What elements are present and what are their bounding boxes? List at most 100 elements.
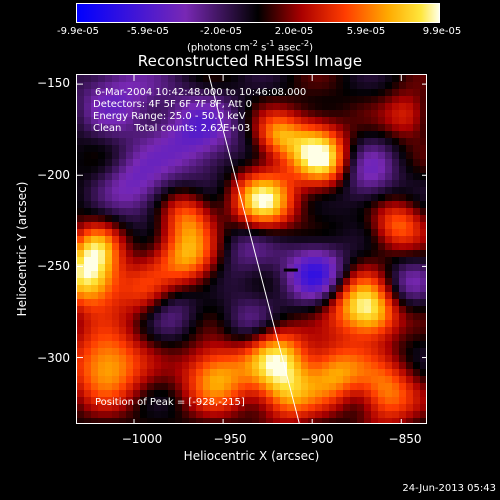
heatmap-cell	[217, 313, 225, 321]
heatmap-cell	[308, 89, 316, 97]
heatmap-cell	[140, 194, 148, 202]
heatmap-cell	[252, 404, 260, 412]
heatmap-cell	[154, 236, 162, 244]
heatmap-cell	[406, 82, 414, 90]
heatmap-cell	[266, 404, 274, 412]
heatmap-cell	[266, 173, 274, 181]
heatmap-cell	[217, 180, 225, 188]
heatmap-cell	[357, 355, 365, 363]
heatmap-cell	[364, 229, 372, 237]
heatmap-cell	[105, 327, 113, 335]
heatmap-cell	[406, 334, 414, 342]
heatmap-cell	[112, 138, 120, 146]
heatmap-cell	[168, 271, 176, 279]
heatmap-cell	[392, 355, 400, 363]
heatmap-cell	[371, 75, 379, 83]
heatmap-cell	[210, 117, 218, 125]
heatmap-cell	[385, 103, 393, 111]
heatmap-cell	[392, 292, 400, 300]
heatmap-cell	[364, 152, 372, 160]
heatmap-cell	[182, 166, 190, 174]
heatmap-cell	[210, 418, 218, 423]
heatmap-cell	[175, 376, 183, 384]
heatmap-cell	[231, 75, 239, 83]
heatmap-cell	[280, 390, 288, 398]
heatmap-cell	[238, 159, 246, 167]
heatmap-cell	[420, 278, 426, 286]
heatmap-cell	[315, 159, 323, 167]
heatmap-cell	[343, 257, 351, 265]
heatmap-cell	[196, 166, 204, 174]
heatmap-cell	[203, 208, 211, 216]
heatmap-cell	[322, 383, 330, 391]
heatmap-cell	[392, 390, 400, 398]
heatmap-cell	[147, 264, 155, 272]
heatmap-cell	[203, 103, 211, 111]
heatmap-cell	[259, 257, 267, 265]
heatmap-cell	[308, 166, 316, 174]
heatmap-cell	[308, 327, 316, 335]
heatmap-cell	[84, 187, 92, 195]
heatmap-cell	[259, 89, 267, 97]
heatmap-cell	[175, 390, 183, 398]
footer-date: 24-Jun-2013 05:43	[402, 483, 496, 494]
heatmap-cell	[273, 243, 281, 251]
heatmap-cell	[168, 236, 176, 244]
heatmap-cell	[336, 138, 344, 146]
heatmap-cell	[245, 187, 253, 195]
heatmap-cell	[203, 327, 211, 335]
heatmap-cell	[392, 306, 400, 314]
heatmap-cell	[343, 180, 351, 188]
heatmap-cell	[308, 404, 316, 412]
heatmap-cell	[98, 82, 106, 90]
heatmap-cell	[343, 418, 351, 423]
heatmap-cell	[378, 369, 386, 377]
heatmap-cell	[399, 327, 407, 335]
heatmap-cell	[329, 313, 337, 321]
heatmap-cell	[84, 327, 92, 335]
heatmap-cell	[287, 103, 295, 111]
heatmap-cell	[154, 187, 162, 195]
heatmap-cell	[238, 124, 246, 132]
heatmap-cell	[378, 292, 386, 300]
heatmap-cell	[420, 89, 426, 97]
heatmap-cell	[308, 285, 316, 293]
heatmap-cell	[343, 355, 351, 363]
heatmap-cell	[154, 173, 162, 181]
heatmap-cell	[98, 278, 106, 286]
heatmap-cell	[84, 355, 92, 363]
heatmap-cell	[413, 390, 421, 398]
heatmap-cell	[357, 390, 365, 398]
heatmap-cell	[385, 348, 393, 356]
heatmap-cell	[182, 208, 190, 216]
heatmap-cell	[294, 89, 302, 97]
heatmap-cell	[203, 229, 211, 237]
heatmap-cell	[77, 110, 85, 118]
heatmap-cell	[168, 257, 176, 265]
heatmap-cell	[154, 208, 162, 216]
heatmap-cell	[301, 376, 309, 384]
heatmap-cell	[350, 201, 358, 209]
heatmap-cell	[371, 243, 379, 251]
heatmap-cell	[294, 96, 302, 104]
heatmap-cell	[119, 194, 127, 202]
heatmap-cell	[399, 264, 407, 272]
heatmap-cell	[147, 173, 155, 181]
heatmap-cell	[294, 201, 302, 209]
heatmap-cell	[210, 243, 218, 251]
heatmap-cell	[259, 110, 267, 118]
heatmap-cell	[364, 96, 372, 104]
heatmap-cell	[189, 124, 197, 132]
heatmap-cell	[350, 194, 358, 202]
heatmap-cell	[140, 124, 148, 132]
heatmap-cell	[336, 404, 344, 412]
heatmap-cell	[378, 299, 386, 307]
heatmap-cell	[420, 327, 426, 335]
heatmap-cell	[343, 173, 351, 181]
heatmap-cell	[266, 390, 274, 398]
heatmap-cell	[168, 320, 176, 328]
heatmap-cell	[420, 215, 426, 223]
heatmap-cell	[238, 236, 246, 244]
heatmap-cell	[203, 285, 211, 293]
heatmap-cell	[147, 383, 155, 391]
